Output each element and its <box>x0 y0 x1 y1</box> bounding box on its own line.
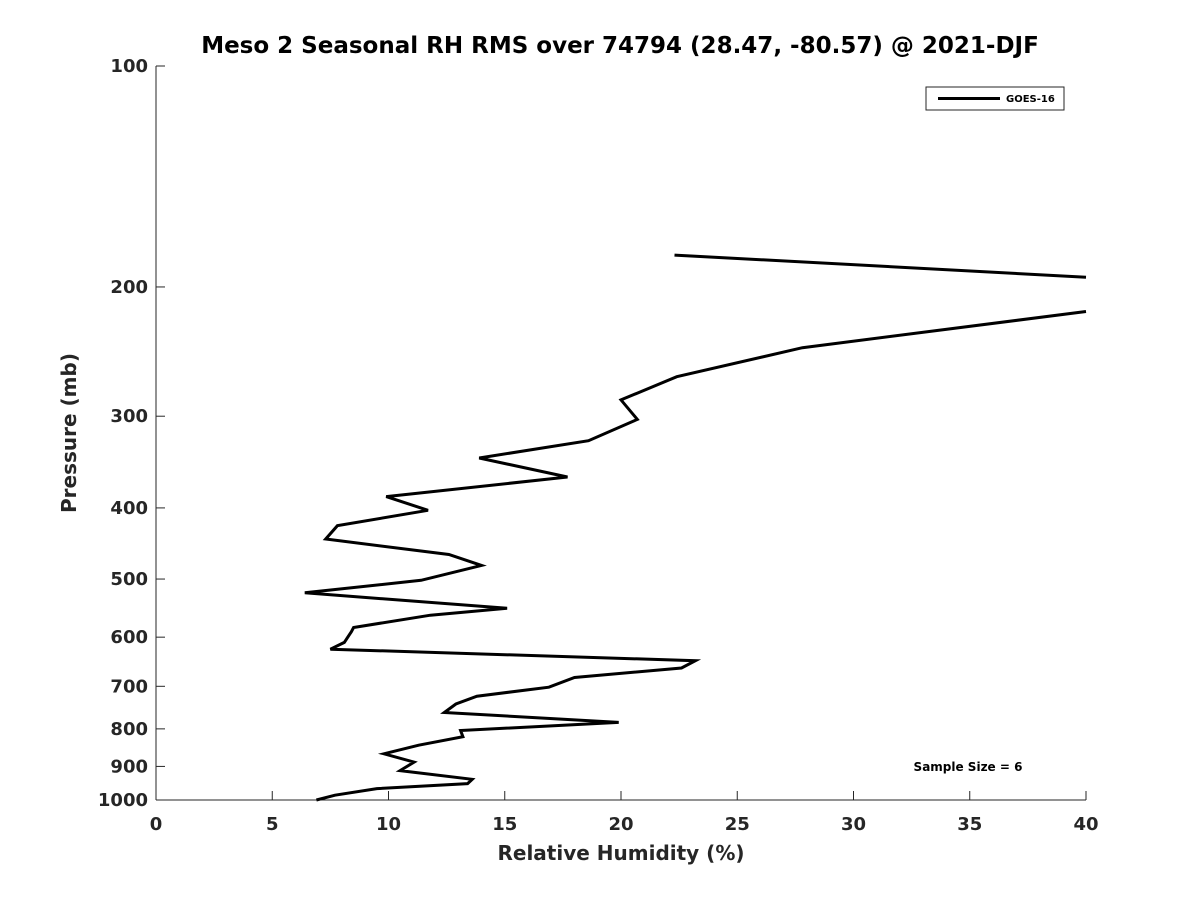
sample-size-annotation: Sample Size = 6 <box>914 760 1023 774</box>
x-axis-label: Relative Humidity (%) <box>497 841 744 865</box>
y-tick-label: 300 <box>110 406 148 427</box>
series-line-goes-16-segment-2 <box>674 253 1087 279</box>
x-tick-label: 40 <box>1073 814 1098 835</box>
x-tick-label: 25 <box>725 814 750 835</box>
y-tick-label: 500 <box>110 569 148 590</box>
x-tick-label: 5 <box>266 814 279 835</box>
series-line-goes-16-segment-1 <box>304 310 1087 802</box>
x-tick-label: 30 <box>841 814 866 835</box>
y-axis-label: Pressure (mb) <box>57 353 81 513</box>
x-ticks: 0 5 10 15 20 25 30 35 40 <box>150 791 1099 835</box>
y-tick-label: 200 <box>110 277 148 298</box>
series-layer <box>304 253 1087 802</box>
x-tick-label: 35 <box>957 814 982 835</box>
y-tick-label: 1000 <box>98 790 148 811</box>
x-tick-label: 10 <box>376 814 401 835</box>
x-tick-label: 15 <box>492 814 517 835</box>
y-tick-label: 400 <box>110 498 148 519</box>
legend-label-goes-16: GOES-16 <box>1006 94 1055 105</box>
y-ticks: 100 200 300 400 500 600 700 800 900 1000 <box>98 56 165 811</box>
x-tick-label: 20 <box>608 814 633 835</box>
y-tick-label: 100 <box>110 56 148 77</box>
y-tick-label: 900 <box>110 756 148 777</box>
chart-title: Meso 2 Seasonal RH RMS over 74794 (28.47… <box>201 33 1039 59</box>
y-tick-label: 600 <box>110 627 148 648</box>
y-tick-label: 700 <box>110 676 148 697</box>
legend: GOES-16 <box>925 86 1065 111</box>
x-tick-label: 0 <box>150 814 163 835</box>
y-tick-label: 800 <box>110 719 148 740</box>
